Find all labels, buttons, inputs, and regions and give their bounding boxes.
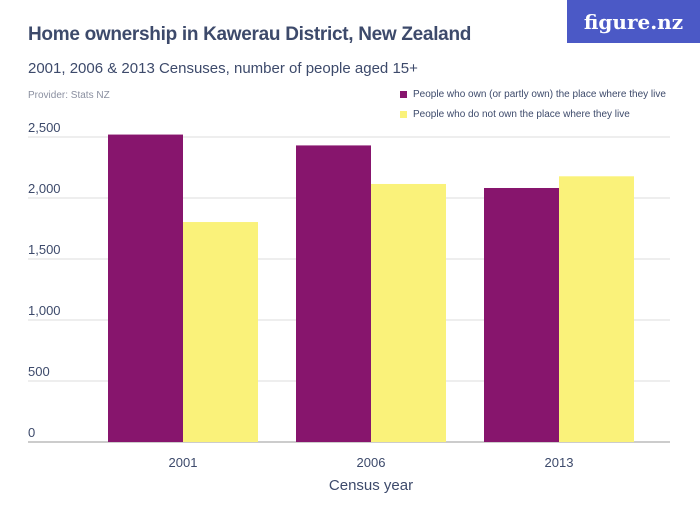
x-tick-label: 2001 <box>169 455 198 470</box>
y-tick-label: 1,000 <box>28 303 61 318</box>
legend-label: People who own (or partly own) the place… <box>413 88 666 100</box>
chart-subtitle: 2001, 2006 & 2013 Censuses, number of pe… <box>28 60 418 77</box>
y-tick-label: 500 <box>28 364 50 379</box>
bar-2006-own <box>296 145 371 442</box>
x-axis-label: Census year <box>329 477 413 494</box>
legend-item-own: People who own (or partly own) the place… <box>400 84 666 104</box>
x-tick-label: 2013 <box>545 455 574 470</box>
bar-2001-not-own <box>183 222 258 442</box>
chart-title: Home ownership in Kawerau District, New … <box>28 24 472 45</box>
provider-label: Provider: Stats NZ <box>28 90 110 101</box>
y-tick-label: 2,500 <box>28 120 61 135</box>
bar-2013-own <box>484 187 559 442</box>
bar-2006-not-own <box>371 183 446 442</box>
legend-label: People who do not own the place where th… <box>413 108 630 120</box>
x-tick-label: 2006 <box>357 455 386 470</box>
y-tick-label: 2,000 <box>28 181 61 196</box>
y-tick-label: 1,500 <box>28 242 61 257</box>
figure-nz-logo: figure.nz <box>567 0 700 43</box>
y-tick-label: 0 <box>28 425 35 440</box>
bar-2013-not-own <box>559 176 634 442</box>
legend-swatch <box>400 110 407 118</box>
legend-swatch <box>400 90 407 98</box>
legend-item-not-own: People who do not own the place where th… <box>400 104 666 124</box>
legend: People who own (or partly own) the place… <box>400 84 666 124</box>
bar-2001-own <box>108 134 183 442</box>
